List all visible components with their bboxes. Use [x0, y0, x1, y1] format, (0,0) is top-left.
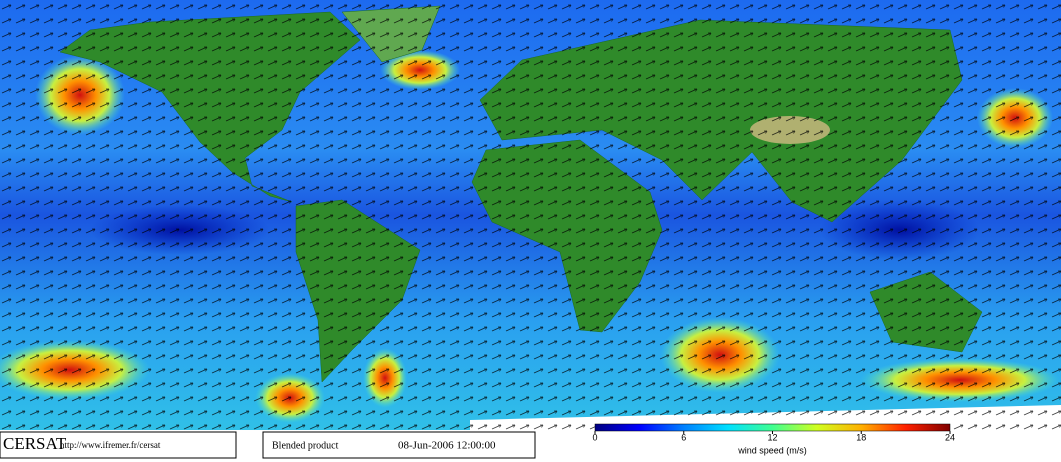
product: Blended product — [272, 440, 339, 451]
colorbar-label: wind speed (m/s) — [737, 445, 807, 455]
wind-arrows — [0, 0, 1061, 430]
colorbar-tick-label: 0 — [592, 432, 597, 442]
colorbar-tick-label: 6 — [681, 432, 686, 442]
date: 08-Jun-2006 12:00:00 — [398, 440, 496, 452]
colorbar-scale — [594, 423, 951, 432]
colorbar: 0 6 12 18 24 wind speed (m/s) — [592, 423, 955, 455]
product-box — [262, 431, 536, 459]
url[interactable]: http://www.ifremer.fr/cersat — [60, 440, 161, 450]
logo: CERSAT — [3, 434, 67, 453]
logo-box — [0, 431, 237, 459]
colorbar-tick-label: 18 — [856, 432, 866, 442]
colorbar-tick-label: 12 — [767, 432, 777, 442]
colorbar-tick-label: 24 — [945, 432, 955, 442]
